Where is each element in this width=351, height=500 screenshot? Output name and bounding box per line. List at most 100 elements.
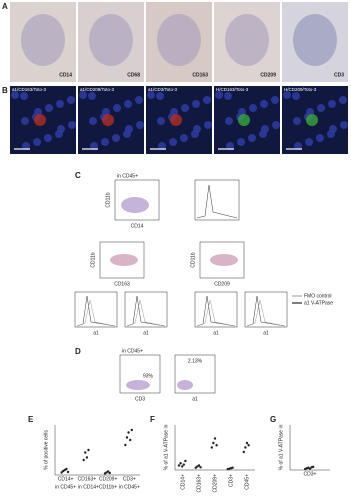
histogram [246, 299, 286, 327]
axes [174, 425, 255, 471]
dots [177, 380, 193, 390]
x-axis: a1 [143, 330, 149, 336]
data-point [84, 451, 87, 454]
cell [170, 114, 182, 126]
x-axis: CD3 [135, 396, 145, 402]
group-label: in CD14+CD11b+ [78, 484, 117, 490]
stain-label: a1/CD209/Toto-3 [80, 87, 115, 92]
data-point [82, 458, 85, 462]
nucleus [204, 121, 212, 129]
nucleus [158, 142, 166, 150]
x-axis: a1 [213, 330, 219, 336]
plot-frame [199, 241, 245, 279]
data-point [106, 470, 110, 473]
group-label: in CD45+ [119, 484, 140, 490]
dots [210, 254, 238, 266]
category: CD3+ [123, 476, 136, 482]
plot-frame [174, 354, 216, 394]
nucleus [192, 100, 200, 108]
nucleus [55, 130, 63, 138]
histogram [126, 295, 166, 327]
nucleus [135, 96, 143, 104]
category: CD209+ [99, 476, 118, 482]
nucleus [225, 117, 233, 125]
data-point [127, 431, 130, 434]
data-point [177, 464, 181, 467]
gate-label: in CD45+ [117, 173, 138, 179]
panel-letter: G [270, 415, 276, 424]
nucleus [259, 130, 267, 138]
nucleus [88, 92, 96, 100]
nucleus [316, 134, 324, 142]
data-point [128, 438, 132, 442]
nucleus [67, 96, 75, 104]
data-point [85, 456, 89, 459]
nucleus [283, 91, 291, 99]
y-axis-label: % of positive cells [43, 430, 49, 470]
nucleus [271, 96, 279, 104]
x-axis: a1 [192, 396, 198, 402]
plot-frame [194, 291, 238, 328]
nucleus [21, 117, 29, 125]
nucleus [156, 92, 164, 100]
percent: 93% [143, 373, 154, 379]
data-point [213, 437, 217, 440]
stain-label: a1/CD3/Toto-3 [148, 87, 178, 92]
nucleus [56, 100, 64, 108]
nucleus [249, 104, 257, 112]
histogram [196, 184, 238, 219]
axes [289, 425, 330, 471]
data-point [182, 463, 185, 466]
nucleus [292, 92, 300, 100]
y-axis-label: % of a1 V-ATPase in [278, 424, 284, 470]
category: CD45+ [244, 474, 250, 490]
cell [34, 114, 46, 126]
panel-letter: E [28, 415, 34, 424]
nucleus [22, 142, 30, 150]
x-axis: CD163 [114, 281, 130, 287]
x-axis: a1 [93, 330, 99, 336]
nucleus [45, 104, 53, 112]
data-point [245, 441, 249, 445]
dots [121, 197, 149, 213]
nucleus [79, 91, 87, 99]
cell [306, 114, 318, 126]
follicle [157, 14, 201, 66]
data-point [199, 466, 202, 469]
data-point [312, 465, 315, 469]
data-point [210, 446, 213, 449]
nucleus [272, 121, 280, 129]
data-point [247, 444, 250, 447]
data-point [308, 467, 312, 470]
data-point [242, 450, 245, 454]
marker-label: CD68 [127, 72, 140, 78]
data-point [231, 466, 234, 469]
data-point [124, 443, 127, 447]
nucleus [226, 142, 234, 150]
marker-label: CD163 [192, 72, 208, 78]
nucleus [113, 104, 121, 112]
nucleus [181, 104, 189, 112]
x-axis: CD209 [214, 281, 230, 287]
stain-label: H/CD209/Toto-3 [284, 87, 317, 92]
nucleus [33, 138, 41, 146]
panel-letter: F [150, 415, 155, 424]
panel-letter: C [75, 171, 81, 180]
nucleus [327, 130, 335, 138]
y-axis: CD11b [90, 252, 96, 267]
nucleus [20, 92, 28, 100]
dots [126, 380, 150, 390]
nucleus [112, 134, 120, 142]
nucleus [224, 92, 232, 100]
category: CD14+ [58, 476, 74, 482]
follicle [21, 14, 65, 66]
nucleus [124, 100, 132, 108]
data-point [66, 470, 70, 474]
plot-frame [114, 179, 160, 221]
stain-label: H/CD163/Toto-3 [216, 87, 249, 92]
panel-letter: A [2, 2, 8, 11]
nucleus [90, 142, 98, 150]
plot-frame [244, 291, 288, 328]
gate-label: in CD45+ [122, 348, 143, 354]
